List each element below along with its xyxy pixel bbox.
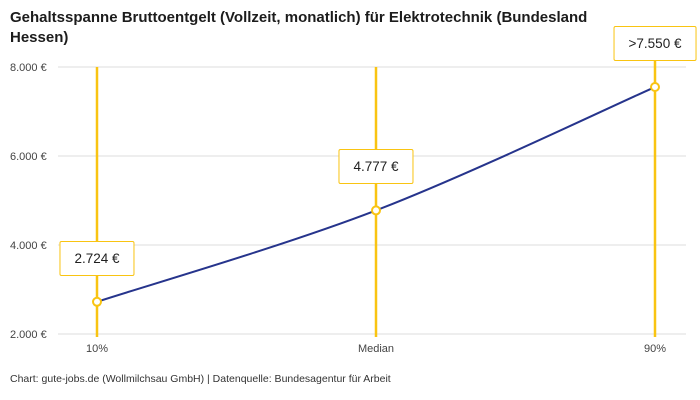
y-tick-label: 4.000 € [10,240,47,252]
chart-title: Gehaltsspanne Bruttoentgelt (Vollzeit, m… [10,9,588,46]
point-label-90th-percentile: >7.550 € [613,26,697,62]
point-label-median: 4.777 € [338,149,414,185]
y-tick-label: 2.000 € [10,329,47,341]
data-point-marker[interactable] [650,82,660,93]
chart-area: 2.000 € 4.000 € 6.000 € 8.000 € 10% Median 90% [0,55,700,365]
y-tick-label: 6.000 € [10,151,47,163]
data-point-marker[interactable] [92,296,102,307]
data-point-marker[interactable] [371,205,381,216]
y-tick-label: 8.000 € [10,62,47,74]
chart-footer: Chart: gute-jobs.de (Wollmilchsau GmbH) … [10,373,391,385]
x-tick-label: 90% [644,343,666,355]
line-chart: 2.000 € 4.000 € 6.000 € 8.000 € 10% Median 90% [10,61,686,355]
x-tick-label: 10% [86,343,108,355]
point-label-10th-percentile: 2.724 € [59,240,135,276]
x-tick-label: Median [358,343,394,355]
